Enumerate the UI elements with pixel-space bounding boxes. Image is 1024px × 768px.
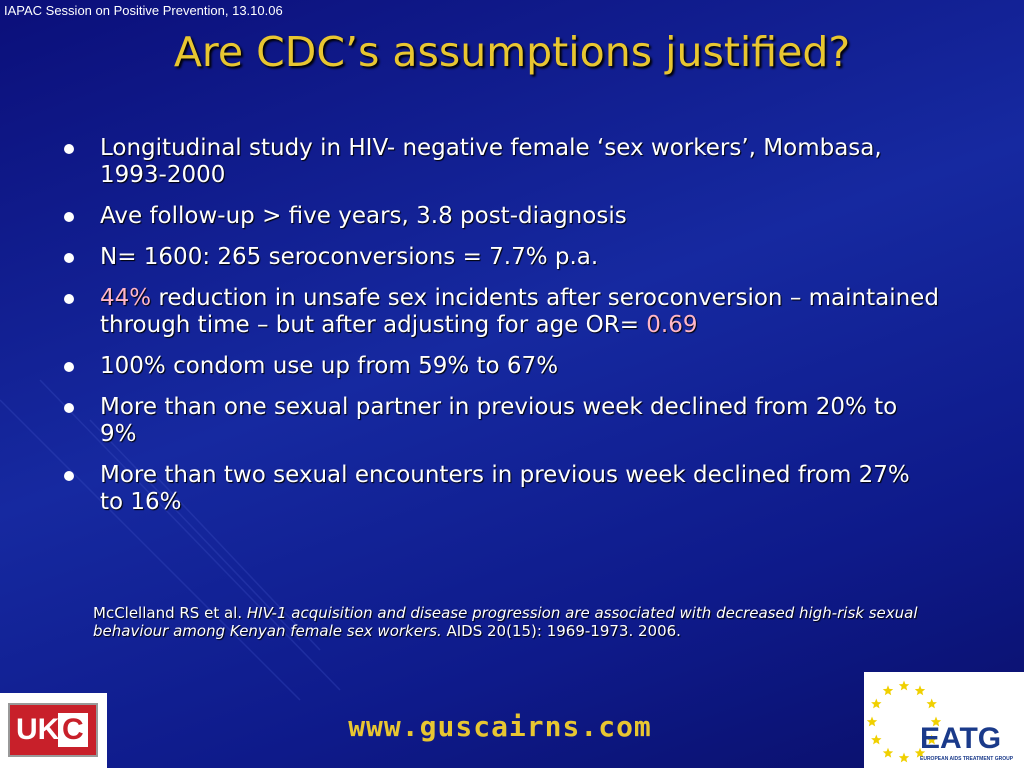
bullet-text: Ave follow-up > five years, 3.8 post-dia… bbox=[100, 203, 627, 229]
footer-url: www.guscairns.com bbox=[348, 710, 652, 743]
star bbox=[898, 752, 910, 763]
star bbox=[882, 685, 894, 696]
citation-source: AIDS 20(15): 1969-1973. 2006. bbox=[441, 622, 681, 640]
star bbox=[866, 716, 878, 727]
ukc-logo: UK C bbox=[0, 693, 107, 768]
logo-text: C bbox=[58, 713, 88, 747]
slide-title: Are CDC’s assumptions justified? bbox=[173, 28, 851, 76]
bullet: N= 1600: 265 seroconversions = 7.7% p.a. bbox=[60, 244, 940, 271]
bullet-text: reduction in unsafe sex incidents after … bbox=[100, 285, 939, 338]
logo-subtext: EUROPEAN AIDS TREATMENT GROUP bbox=[920, 756, 1014, 762]
bullet-text: More than two sexual encounters in previ… bbox=[100, 462, 910, 515]
logo-text: EATG bbox=[920, 722, 1002, 755]
highlight-text: 0.69 bbox=[646, 312, 698, 338]
bullet-text: Longitudinal study in HIV- negative fema… bbox=[100, 135, 882, 188]
citation-title: HIV-1 acquisition and disease progressio… bbox=[93, 604, 918, 640]
bullet: Ave follow-up > five years, 3.8 post-dia… bbox=[60, 203, 940, 230]
star bbox=[882, 747, 894, 758]
star bbox=[930, 716, 942, 727]
highlight-text: 44% bbox=[100, 285, 152, 311]
bullet-list: Longitudinal study in HIV- negative fema… bbox=[60, 135, 940, 530]
star bbox=[898, 680, 910, 691]
citation: McClelland RS et al. HIV-1 acquisition a… bbox=[93, 604, 973, 640]
bullet-text: 100% condom use up from 59% to 67% bbox=[100, 353, 559, 379]
bullet: More than one sexual partner in previous… bbox=[60, 394, 940, 448]
bullet-text: More than one sexual partner in previous… bbox=[100, 394, 898, 447]
star bbox=[871, 698, 882, 709]
bullet-text: N= 1600: 265 seroconversions = 7.7% p.a. bbox=[100, 244, 599, 270]
star bbox=[926, 698, 937, 709]
star bbox=[926, 734, 937, 745]
bullet: Longitudinal study in HIV- negative fema… bbox=[60, 135, 940, 189]
bullet: More than two sexual encounters in previ… bbox=[60, 462, 940, 516]
bullet: 44% reduction in unsafe sex incidents af… bbox=[60, 285, 940, 339]
eatg-logo: EATG EUROPEAN AIDS TREATMENT GROUP bbox=[864, 672, 1024, 768]
star bbox=[914, 685, 926, 696]
star-ring bbox=[866, 680, 942, 763]
star bbox=[914, 747, 926, 758]
bullet: 100% condom use up from 59% to 67% bbox=[60, 353, 940, 380]
header-note: IAPAC Session on Positive Prevention, 13… bbox=[4, 3, 283, 18]
citation-authors: McClelland RS et al. bbox=[93, 604, 247, 622]
logo-box: UK C bbox=[8, 703, 98, 757]
logo-text: UK bbox=[16, 713, 60, 746]
star bbox=[871, 734, 882, 745]
